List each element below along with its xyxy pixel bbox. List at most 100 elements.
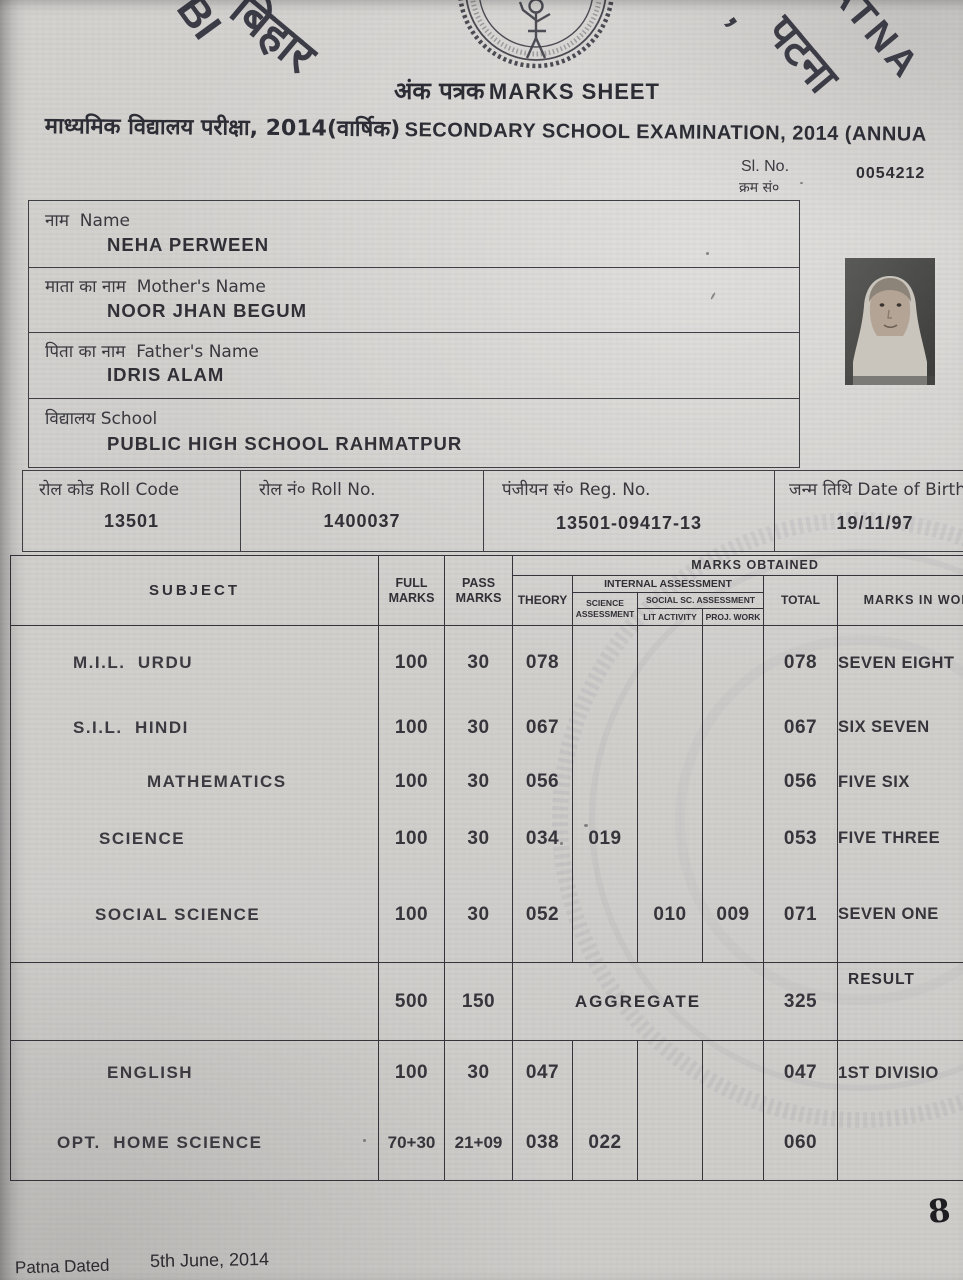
dob-cell: जन्म तिथि Date of Birth 19/11/97 — [775, 471, 963, 551]
full-marks-cell: 70+30 — [378, 1105, 445, 1181]
serial-number-value: 0054212 — [856, 165, 926, 182]
document-subtitle: माध्यमिक विद्यालय परीक्षा, 2014(वार्षिक)… — [45, 110, 963, 149]
mother-name-value: NOOR JHAN BEGUM — [107, 300, 308, 321]
science-assessment-cell — [572, 1040, 638, 1106]
lit-activity-cell — [637, 700, 703, 755]
pass-marks-cell: 21+09 — [444, 1105, 513, 1181]
pass-marks-cell: 30 — [444, 1040, 513, 1106]
lit-activity-cell — [637, 809, 703, 868]
roll-no-cell: रोल नं० Roll No. 1400037 — [241, 471, 484, 551]
science-assessment-cell — [572, 700, 638, 755]
theory-cell: 047 — [512, 1040, 573, 1106]
lit-activity-cell — [637, 625, 703, 701]
proj-work-cell — [702, 1105, 764, 1181]
scan-speck — [560, 842, 563, 845]
table-row-hindi: S.I.L. HINDI 100 30 067 067 SIX SEVEN — [11, 700, 963, 755]
proj-work-cell — [702, 809, 764, 868]
total-cell: 047 — [763, 1040, 838, 1106]
total-cell: 071 — [763, 867, 838, 963]
subject-cell: ENGLISH — [107, 1063, 194, 1083]
marks-in-words-cell — [836, 1105, 963, 1181]
aggregate-total-cell: 325 — [763, 962, 838, 1041]
roll-no-label: रोल नं० Roll No. — [259, 480, 376, 500]
theory-cell: 056 — [512, 754, 573, 810]
aggregate-pass-cell: 150 — [444, 962, 513, 1041]
roll-info-box: रोल कोड Roll Code 13501 रोल नं० Roll No.… — [22, 470, 963, 552]
dob-label: जन्म तिथि Date of Birth — [789, 480, 963, 500]
subject-cell: OPT. HOME SCIENCE — [10, 1105, 379, 1181]
science-assessment-cell: 022 — [572, 1105, 638, 1181]
watermark-board-name-hi-left: बिहार — [220, 0, 327, 84]
name-value: NEHA PERWEEN — [107, 234, 270, 255]
marks-in-words-cell: SIX SEVEN — [836, 700, 963, 755]
dob-value: 19/11/97 — [836, 513, 914, 533]
serial-number-label-en: Sl. No. — [741, 158, 790, 175]
total-cell: 053 — [763, 809, 838, 868]
marks-in-words-cell: FIVE THREE — [836, 809, 963, 868]
subject-cell: SOCIAL SCIENCE — [95, 904, 261, 924]
table-row-english: ENGLISH 100 30 047 047 1ST DIVISIO — [11, 1040, 963, 1106]
theory-cell: 052 — [512, 867, 573, 963]
table-row-urdu: M.I.L. URDU 100 30 078 078 SEVEN EIGHT — [11, 625, 963, 701]
col-header-pass-marks: PASS MARKS — [444, 555, 513, 626]
mother-name-label: माता का नाम Mother's Name — [45, 277, 266, 297]
roll-code-cell: रोल कोड Roll Code 13501 — [23, 471, 241, 551]
scan-speck — [363, 1139, 366, 1142]
col-header-marks-obtained: MARKS OBTAINED — [511, 555, 963, 576]
full-marks-cell: 100 — [378, 700, 445, 755]
roll-code-value: 13501 — [103, 511, 160, 531]
scan-speck — [584, 824, 588, 827]
serial-number-label-hi: क्रम सं० — [739, 180, 780, 196]
theory-cell: 067 — [512, 700, 573, 755]
col-header-marks-in-words: MARKS IN WOR — [836, 575, 963, 626]
student-info-box: नाम Name NEHA PERWEEN माता का नाम Mother… — [28, 200, 800, 468]
marks-in-words-cell: SEVEN EIGHT — [836, 625, 963, 701]
col-header-proj-work: PROJ. WORK — [702, 608, 764, 626]
aggregate-row: 500 150 AGGREGATE 325 RESULT 1s 2n 3r — [10, 962, 963, 1041]
science-assessment-cell — [572, 754, 638, 810]
document-title: अंक पत्रक MARKS SHEET — [327, 74, 727, 107]
col-header-subject: SUBJECT — [10, 555, 379, 626]
science-assessment-cell — [572, 625, 638, 701]
pass-marks-cell: 30 — [444, 625, 513, 701]
name-label: नाम Name — [45, 211, 130, 231]
full-marks-cell: 100 — [378, 625, 445, 701]
subtitle-hindi: माध्यमिक विद्यालय परीक्षा, 2014(वार्षिक) — [44, 113, 401, 143]
total-cell: 056 — [763, 754, 838, 810]
info-row-school: विद्यालय School PUBLIC HIGH SCHOOL RAHMA… — [29, 399, 799, 467]
aggregate-subject-cell — [10, 962, 379, 1041]
subject-cell: S.I.L. HINDI — [73, 717, 189, 737]
subject-cell: M.I.L. URDU — [73, 653, 193, 673]
school-label: विद्यालय School — [45, 409, 158, 429]
theory-cell: 034 — [512, 809, 573, 868]
marks-in-words-cell: SEVEN ONE — [836, 867, 963, 963]
result-label: RESULT — [848, 971, 915, 988]
lit-activity-cell: 010 — [637, 867, 703, 963]
student-photo — [845, 258, 935, 385]
marks-table: SUBJECT FULL MARKS PASS MARKS MARKS OBTA… — [10, 555, 963, 1181]
scan-speck — [800, 182, 803, 184]
marks-in-words-cell: FIVE SIX — [836, 754, 963, 810]
full-marks-cell: 100 — [378, 867, 445, 963]
reg-no-value: 13501-09417-13 — [555, 513, 703, 533]
col-header-theory: THEORY — [512, 575, 573, 626]
subject-cell: SCIENCE — [99, 828, 186, 848]
lit-activity-cell — [637, 1105, 703, 1181]
table-row-science: SCIENCE 100 30 034 019 053 FIVE THREE — [11, 809, 963, 868]
watermark-comma: , — [719, 0, 763, 33]
proj-work-cell — [702, 754, 764, 810]
reg-no-cell: पंजीयन सं० Reg. No. 13501-09417-13 — [484, 471, 775, 551]
theory-cell: 038 — [512, 1105, 573, 1181]
proj-work-cell: 009 — [702, 867, 764, 963]
col-header-lit-activity: LIT ACTIVITY — [637, 608, 703, 626]
info-row-father: पिता का नाम Father's Name IDRIS ALAM — [29, 333, 799, 399]
proj-work-cell — [702, 1040, 764, 1106]
table-row-social-science: SOCIAL SCIENCE 100 30 052 010 009 071 SE… — [11, 867, 963, 963]
footer-place-label: Patna Dated — [14, 1255, 110, 1278]
division-cell: 1ST DIVISIO — [836, 1040, 963, 1106]
aggregate-full-cell: 500 — [378, 962, 445, 1041]
theory-cell: 078 — [512, 625, 573, 701]
roll-code-label: रोल कोड Roll Code — [39, 480, 180, 500]
full-marks-cell: 100 — [378, 1040, 445, 1106]
